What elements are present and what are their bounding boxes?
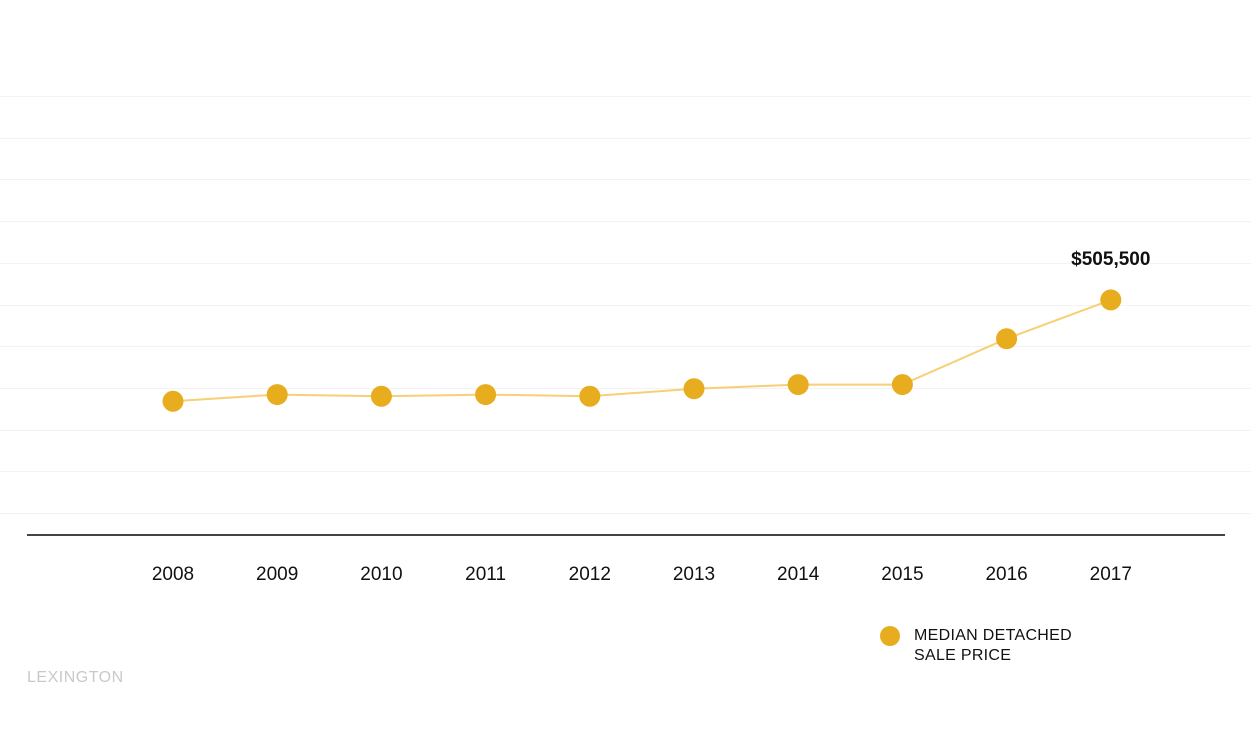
x-tick-labels: 2008 2009 2010 2011 2012 2013 2014 2015 2016 2017 [152, 564, 1132, 585]
legend-swatch [880, 626, 900, 646]
legend-label-line-2: SALE PRICE [914, 647, 1012, 664]
data-point-2017 [1100, 289, 1122, 311]
data-point-2009 [266, 384, 288, 406]
data-point-2012 [579, 385, 601, 407]
x-tick-label-2010: 2010 [360, 564, 402, 585]
x-tick-label-2017: 2017 [1090, 564, 1132, 585]
legend-label: MEDIAN DETACHED SALE PRICE [914, 626, 1094, 666]
legend-label-line-1: MEDIAN DETACHED [914, 627, 1072, 644]
x-tick-label-2009: 2009 [256, 564, 298, 585]
gridlines [0, 96, 1251, 514]
x-tick-label-2008: 2008 [152, 564, 194, 585]
x-tick-label-2011: 2011 [465, 564, 506, 585]
data-point-2016 [996, 328, 1018, 350]
x-tick-label-2016: 2016 [985, 564, 1027, 585]
legend: MEDIAN DETACHED SALE PRICE [880, 626, 1094, 666]
data-labels: $505,500 [1071, 249, 1150, 270]
data-point-2014 [787, 374, 809, 396]
data-label-2017: $505,500 [1071, 249, 1150, 270]
data-point-2011 [475, 384, 497, 406]
x-tick-label-2014: 2014 [777, 564, 820, 585]
x-tick-label-2012: 2012 [569, 564, 611, 585]
data-point-2015 [891, 374, 913, 396]
region-label: LEXINGTON [27, 669, 124, 686]
series-line-median-detached-sale-price [172, 298, 1112, 403]
series-markers [162, 289, 1122, 412]
data-point-2010 [370, 385, 392, 407]
data-point-2013 [683, 378, 705, 400]
x-tick-label-2013: 2013 [673, 564, 715, 585]
data-point-2008 [162, 390, 184, 412]
x-tick-label-2015: 2015 [881, 564, 923, 585]
